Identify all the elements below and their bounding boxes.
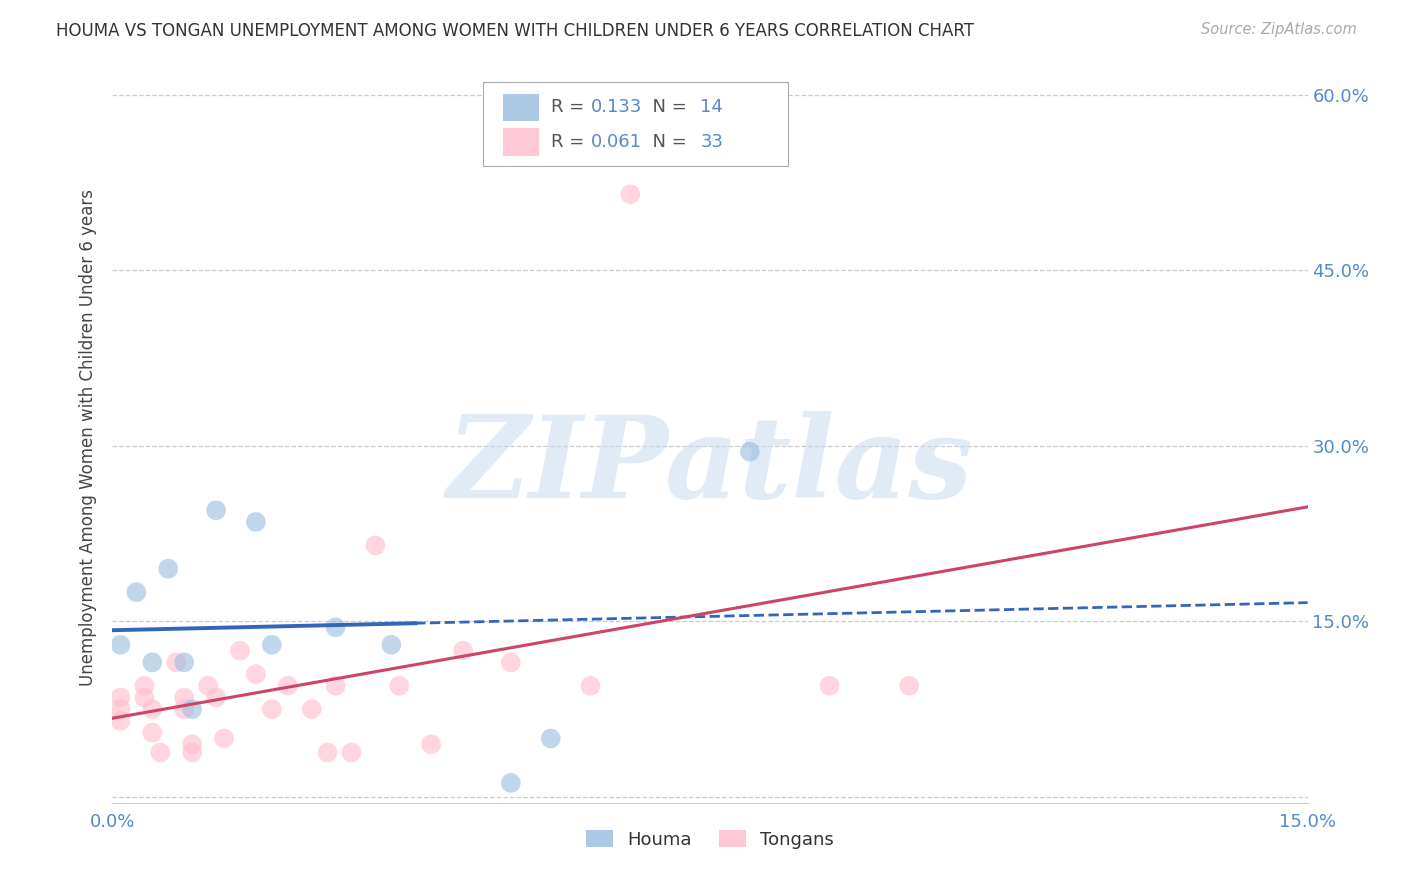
Point xyxy=(134,690,156,705)
Point xyxy=(245,667,267,681)
Point xyxy=(499,656,522,670)
Point xyxy=(110,638,132,652)
Point xyxy=(325,679,347,693)
Point xyxy=(125,585,148,599)
Point xyxy=(212,731,235,746)
Point xyxy=(316,746,339,760)
Point xyxy=(451,643,474,657)
Point xyxy=(173,702,195,716)
Point xyxy=(181,737,204,751)
Point xyxy=(149,746,172,760)
FancyBboxPatch shape xyxy=(484,82,787,167)
Point xyxy=(110,690,132,705)
Text: 33: 33 xyxy=(700,133,724,151)
Text: Source: ZipAtlas.com: Source: ZipAtlas.com xyxy=(1201,22,1357,37)
Point xyxy=(181,746,204,760)
Point xyxy=(205,503,228,517)
Point xyxy=(205,690,228,705)
Text: R =: R = xyxy=(551,98,591,117)
Point xyxy=(181,702,204,716)
Point xyxy=(579,679,602,693)
Text: N =: N = xyxy=(641,133,692,151)
Point xyxy=(325,620,347,634)
Point xyxy=(499,776,522,790)
Point xyxy=(340,746,363,760)
Point xyxy=(818,679,841,693)
Point xyxy=(540,731,562,746)
Point xyxy=(260,638,283,652)
Text: 0.133: 0.133 xyxy=(591,98,643,117)
Point xyxy=(141,725,163,739)
Point xyxy=(157,562,180,576)
Point xyxy=(420,737,443,751)
Point xyxy=(738,444,761,458)
Bar xyxy=(503,128,538,156)
Text: R =: R = xyxy=(551,133,591,151)
Point xyxy=(110,702,132,716)
Point xyxy=(173,690,195,705)
Point xyxy=(173,656,195,670)
Bar xyxy=(503,94,538,121)
Point xyxy=(260,702,283,716)
Point xyxy=(134,679,156,693)
Legend: Houma, Tongans: Houma, Tongans xyxy=(579,822,841,856)
Point xyxy=(141,702,163,716)
Point xyxy=(277,679,299,693)
Point xyxy=(245,515,267,529)
Text: ZIPatlas: ZIPatlas xyxy=(447,411,973,522)
Text: HOUMA VS TONGAN UNEMPLOYMENT AMONG WOMEN WITH CHILDREN UNDER 6 YEARS CORRELATION: HOUMA VS TONGAN UNEMPLOYMENT AMONG WOMEN… xyxy=(56,22,974,40)
Point xyxy=(364,538,387,552)
Text: 14: 14 xyxy=(700,98,723,117)
Y-axis label: Unemployment Among Women with Children Under 6 years: Unemployment Among Women with Children U… xyxy=(79,188,97,686)
Point xyxy=(197,679,219,693)
Point xyxy=(141,656,163,670)
Text: N =: N = xyxy=(641,98,692,117)
Point xyxy=(898,679,921,693)
Point xyxy=(229,643,252,657)
Point xyxy=(388,679,411,693)
Text: 0.061: 0.061 xyxy=(591,133,641,151)
Point xyxy=(619,187,641,202)
Point xyxy=(165,656,187,670)
Point xyxy=(110,714,132,728)
Point xyxy=(380,638,402,652)
Point xyxy=(301,702,323,716)
